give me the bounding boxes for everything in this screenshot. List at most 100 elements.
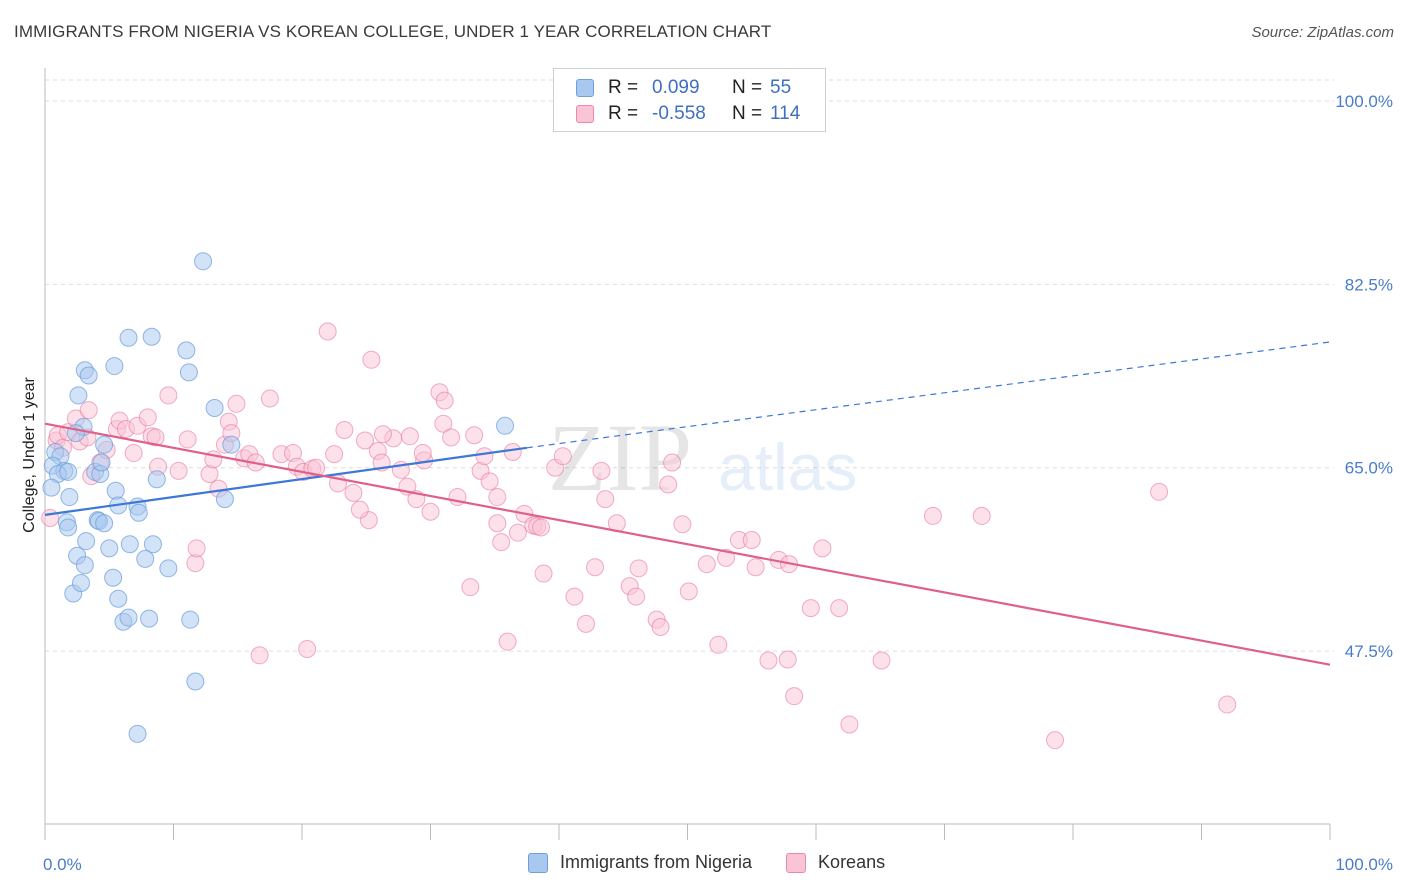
- point-korean: [659, 475, 678, 494]
- axes: [44, 68, 1331, 840]
- point-nigeria: [77, 532, 96, 551]
- point-korean: [350, 500, 369, 519]
- point-nigeria: [136, 549, 155, 568]
- point-korean: [461, 578, 480, 597]
- point-korean: [465, 426, 484, 445]
- point-korean: [1046, 731, 1065, 750]
- point-nigeria: [142, 327, 161, 346]
- y-tick-label: 82.5%: [1345, 275, 1393, 294]
- point-korean: [759, 651, 778, 670]
- point-nigeria: [120, 535, 139, 554]
- point-nigeria: [140, 609, 159, 628]
- point-korean: [679, 582, 698, 601]
- trend-nigeria-solid: [44, 446, 528, 516]
- chart-title: IMMIGRANTS FROM NIGERIA VS KOREAN COLLEG…: [14, 22, 772, 41]
- point-korean: [585, 558, 604, 577]
- point-nigeria: [69, 386, 88, 405]
- point-korean: [503, 443, 522, 461]
- y-tick-label: 100.0%: [1335, 92, 1393, 111]
- point-korean: [553, 447, 572, 466]
- point-nigeria: [179, 363, 198, 382]
- point-korean: [480, 472, 499, 491]
- point-nigeria: [59, 462, 78, 481]
- point-korean: [400, 427, 419, 446]
- point-nigeria: [119, 328, 138, 347]
- point-nigeria: [205, 398, 224, 417]
- point-korean: [475, 447, 494, 466]
- legend-item-koreans[interactable]: Koreans: [786, 852, 885, 873]
- point-nigeria: [186, 672, 205, 691]
- y-tick-label: 65.0%: [1345, 459, 1393, 478]
- point-korean: [697, 555, 716, 574]
- point-korean: [373, 425, 392, 444]
- point-nigeria: [60, 488, 79, 507]
- point-korean: [260, 389, 279, 408]
- point-korean: [488, 488, 507, 507]
- point-korean: [421, 502, 440, 521]
- point-nigeria: [71, 573, 90, 592]
- x-tick-label: 0.0%: [43, 855, 82, 874]
- legend-n-value: 55: [770, 77, 792, 98]
- point-korean: [325, 445, 344, 464]
- point-nigeria: [181, 610, 200, 629]
- point-korean: [717, 548, 736, 567]
- legend-r-label: R =: [608, 103, 639, 124]
- tick-labels: 47.5% 65.0% 82.5% 100.0% 0.0% 100.0%: [43, 92, 1393, 874]
- point-korean: [435, 391, 454, 410]
- point-korean: [840, 715, 859, 734]
- x-tick-label: 100.0%: [1335, 855, 1393, 874]
- point-korean: [629, 559, 648, 578]
- legend-swatch-koreans: [786, 852, 807, 873]
- point-korean: [651, 617, 670, 636]
- point-korean: [673, 515, 692, 534]
- y-axis-label: College, Under 1 year: [21, 377, 38, 533]
- point-korean: [801, 599, 820, 618]
- point-korean: [532, 518, 551, 537]
- point-nigeria: [42, 478, 61, 497]
- point-korean: [1218, 695, 1237, 714]
- point-nigeria: [147, 470, 166, 489]
- legend-swatch-nigeria: [576, 79, 594, 97]
- legend-row-koreans: R = -0.558 N = 114: [576, 102, 800, 126]
- point-korean: [250, 646, 269, 665]
- point-korean: [534, 564, 553, 583]
- point-korean: [742, 531, 761, 550]
- point-korean: [923, 506, 942, 525]
- stats-legend: R = 0.099 N = 55 R = -0.558 N = 114: [553, 68, 826, 132]
- point-korean: [872, 651, 891, 670]
- legend-n-label: N =: [732, 77, 763, 98]
- point-nigeria: [100, 539, 119, 558]
- point-nigeria: [194, 252, 213, 271]
- point-korean: [565, 587, 584, 606]
- legend-r-value: -0.558: [652, 103, 706, 124]
- point-korean: [778, 650, 797, 669]
- point-korean: [159, 386, 178, 405]
- point-korean: [488, 514, 507, 533]
- point-korean: [227, 394, 246, 413]
- point-korean: [178, 430, 197, 449]
- point-korean: [576, 614, 595, 633]
- point-korean: [498, 632, 517, 651]
- point-nigeria: [106, 481, 125, 500]
- trend-koreans: [44, 422, 1331, 666]
- point-korean: [318, 322, 337, 341]
- point-korean: [335, 420, 354, 439]
- point-korean: [362, 350, 381, 369]
- point-nigeria: [79, 366, 98, 385]
- point-korean: [785, 687, 804, 706]
- point-korean: [124, 444, 143, 463]
- point-korean: [596, 490, 615, 509]
- point-nigeria: [109, 589, 128, 608]
- point-korean: [434, 414, 453, 433]
- legend-label-nigeria: Immigrants from Nigeria: [560, 852, 753, 872]
- point-nigeria: [92, 453, 111, 472]
- point-korean: [138, 408, 157, 427]
- point-korean: [355, 431, 374, 450]
- point-korean: [830, 599, 849, 618]
- point-korean: [813, 539, 832, 558]
- point-nigeria: [143, 535, 162, 554]
- point-nigeria: [104, 568, 123, 587]
- point-korean: [442, 428, 461, 447]
- legend-item-nigeria[interactable]: Immigrants from Nigeria: [528, 852, 752, 873]
- point-korean: [79, 401, 98, 420]
